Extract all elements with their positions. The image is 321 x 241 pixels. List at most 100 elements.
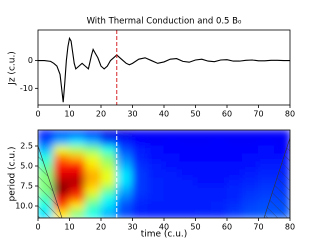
data-line bbox=[38, 36, 290, 103]
x-tick-label: 20 bbox=[96, 110, 106, 119]
heat-cell bbox=[132, 177, 149, 187]
heat-cell bbox=[132, 209, 149, 218]
x-tick-label: 80 bbox=[285, 223, 295, 232]
heat-cell bbox=[147, 169, 165, 179]
heat-cell bbox=[100, 201, 118, 211]
y-tick-label: 2.5 bbox=[20, 142, 33, 151]
heat-cell bbox=[132, 169, 149, 179]
heat-cell bbox=[179, 185, 196, 195]
y-tick-label: 0 bbox=[28, 56, 33, 65]
x-axis-label: time (c.u.) bbox=[141, 230, 188, 240]
heat-cell bbox=[116, 169, 133, 179]
heat-cell bbox=[84, 169, 102, 179]
heat-cell bbox=[53, 177, 70, 187]
heat-cell bbox=[84, 177, 102, 187]
heat-cell bbox=[147, 161, 165, 171]
heat-cell bbox=[147, 209, 165, 218]
heat-cell bbox=[53, 201, 70, 211]
heat-cell bbox=[100, 161, 118, 171]
heat-cell bbox=[179, 145, 196, 155]
heat-cell bbox=[163, 193, 181, 203]
heat-cell bbox=[53, 145, 70, 155]
heat-cell bbox=[69, 161, 86, 171]
heat-cell bbox=[53, 153, 70, 163]
heat-cell bbox=[258, 201, 275, 211]
heat-cell bbox=[53, 130, 70, 139]
heat-cell bbox=[179, 201, 196, 211]
x-tick-label: 60 bbox=[222, 110, 232, 119]
heat-cell bbox=[210, 209, 228, 218]
heat-cell bbox=[100, 130, 118, 139]
y-tick-label: -10 bbox=[20, 84, 33, 93]
heat-cell bbox=[179, 209, 196, 218]
heat-cell bbox=[100, 153, 118, 163]
heat-cell bbox=[163, 137, 181, 147]
heat-cell bbox=[163, 185, 181, 195]
heat-cell bbox=[163, 169, 181, 179]
heat-cell bbox=[242, 209, 259, 218]
heat-cell bbox=[100, 169, 118, 179]
heat-cell bbox=[53, 137, 70, 147]
marks: 0 10 20 30 40 50 60 70 80 -10 0 0 10 20 30 40 50 60 70 80 2.… bbox=[15, 30, 295, 232]
heat-cell bbox=[226, 193, 244, 203]
heat-cell bbox=[84, 209, 102, 218]
heat-cell bbox=[69, 153, 86, 163]
heat-cell bbox=[116, 145, 133, 155]
heat-cell bbox=[226, 177, 244, 187]
heat-cell bbox=[147, 185, 165, 195]
heat-cell bbox=[132, 145, 149, 155]
heat-cell bbox=[226, 185, 244, 195]
heat-cell bbox=[258, 153, 275, 163]
x-tick-label: 0 bbox=[35, 110, 40, 119]
heat-cell bbox=[195, 169, 212, 179]
cone-of-influence bbox=[38, 137, 290, 218]
heat-cell bbox=[147, 130, 165, 139]
heat-cell bbox=[69, 137, 86, 147]
heat-cell bbox=[179, 177, 196, 187]
heat-cell bbox=[195, 177, 212, 187]
heat-cell bbox=[163, 209, 181, 218]
heat-cell bbox=[53, 209, 70, 218]
heat-cell bbox=[163, 201, 181, 211]
axes-frame bbox=[37, 29, 291, 106]
heat-cell bbox=[273, 153, 290, 163]
heat-cell bbox=[242, 201, 259, 211]
heat-cell bbox=[210, 137, 228, 147]
heat-cell bbox=[116, 209, 133, 218]
heat-cell bbox=[210, 153, 228, 163]
heat-cell bbox=[210, 169, 228, 179]
heat-cell bbox=[100, 193, 118, 203]
heat-cell bbox=[226, 169, 244, 179]
heat-cell bbox=[195, 185, 212, 195]
heat-cell bbox=[195, 137, 212, 147]
x-tick-label: 70 bbox=[253, 110, 263, 119]
heat-cell bbox=[132, 185, 149, 195]
heat-cell bbox=[195, 161, 212, 171]
heat-cell bbox=[226, 130, 244, 139]
heat-cell bbox=[116, 161, 133, 171]
x-tick-label: 10 bbox=[64, 223, 74, 232]
heat-cell bbox=[84, 153, 102, 163]
heat-cell bbox=[53, 193, 70, 203]
heat-cell bbox=[226, 137, 244, 147]
x-tick-label: 0 bbox=[35, 223, 40, 232]
heat-cell bbox=[226, 201, 244, 211]
heat-cell bbox=[242, 177, 259, 187]
heatmap-cells bbox=[38, 130, 290, 218]
x-tick-label: 80 bbox=[285, 110, 295, 119]
x-tick-label: 30 bbox=[127, 223, 137, 232]
y-tick-label: 7.5 bbox=[20, 182, 33, 191]
x-tick-label: 40 bbox=[159, 110, 169, 119]
heat-cell bbox=[195, 209, 212, 218]
heat-cell bbox=[84, 137, 102, 147]
heat-cell bbox=[195, 201, 212, 211]
heat-cell bbox=[195, 153, 212, 163]
heat-cell bbox=[69, 169, 86, 179]
heat-cell bbox=[226, 161, 244, 171]
heat-cell bbox=[258, 169, 275, 179]
heat-cell bbox=[69, 201, 86, 211]
heat-cell bbox=[84, 161, 102, 171]
axes-frame bbox=[37, 129, 291, 219]
heat-cell bbox=[179, 193, 196, 203]
